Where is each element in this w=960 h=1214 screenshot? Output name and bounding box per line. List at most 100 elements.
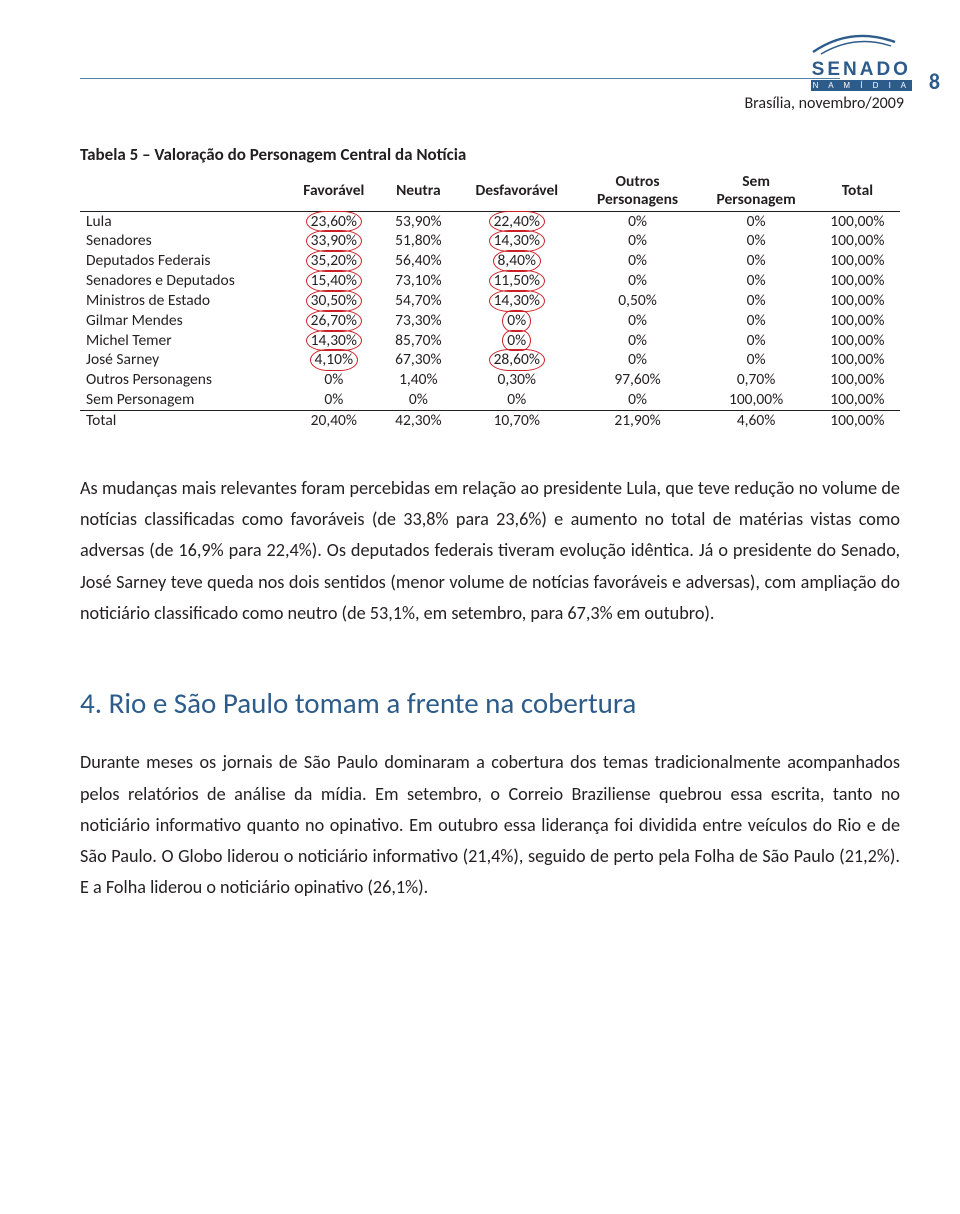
column-header: OutrosPersonagens: [578, 171, 698, 211]
table-row: Total20,40%42,30%10,70%21,90%4,60%100,00…: [80, 410, 900, 430]
circled-value: 15,40%: [311, 271, 357, 291]
circled-value: 30,50%: [311, 291, 357, 311]
row-label: Senadores: [80, 231, 287, 251]
paragraph-1-block: As mudanças mais relevantes foram perceb…: [80, 473, 900, 629]
row-label: Deputados Federais: [80, 251, 287, 271]
senado-logo: SENADO N A M Í D I A: [811, 32, 912, 91]
table-cell: 0%: [578, 331, 698, 351]
circled-value: 33,90%: [311, 231, 357, 251]
paragraph-2-block: Durante meses os jornais de São Paulo do…: [80, 747, 900, 903]
table-cell: 100,00%: [815, 271, 900, 291]
valuation-table: FavorávelNeutraDesfavorávelOutrosPersona…: [80, 171, 900, 431]
table-cell: 0%: [456, 311, 578, 331]
table-cell: 0%: [578, 390, 698, 410]
table-row: José Sarney4,10%67,30%28,60%0%0%100,00%: [80, 350, 900, 370]
table-cell: 30,50%: [287, 291, 381, 311]
table-row: Outros Personagens0%1,40%0,30%97,60%0,70…: [80, 370, 900, 390]
table-cell: 67,30%: [381, 350, 456, 370]
table-cell: 0%: [578, 251, 698, 271]
table-cell: 0%: [697, 271, 814, 291]
circled-value: 22,40%: [494, 212, 540, 232]
table-cell: 100,00%: [815, 331, 900, 351]
circled-value: 35,20%: [311, 251, 357, 271]
table-cell: 100,00%: [815, 291, 900, 311]
row-label: Lula: [80, 211, 287, 231]
circled-value: 14,30%: [311, 331, 357, 351]
circled-value: 0%: [507, 311, 526, 331]
table-cell: 0%: [578, 211, 698, 231]
table-row: Ministros de Estado30,50%54,70%14,30%0,5…: [80, 291, 900, 311]
header-rule: [80, 78, 840, 79]
column-header: Total: [815, 171, 900, 211]
column-header: SemPersonagem: [697, 171, 814, 211]
row-label: Michel Temer: [80, 331, 287, 351]
table-cell: 10,70%: [456, 410, 578, 430]
table-cell: 0%: [578, 271, 698, 291]
column-header: Neutra: [381, 171, 456, 211]
table-cell: 28,60%: [456, 350, 578, 370]
table-cell: 0%: [578, 311, 698, 331]
table-cell: 85,70%: [381, 331, 456, 351]
table-cell: 11,50%: [456, 271, 578, 291]
row-label: Total: [80, 410, 287, 430]
circled-value: 26,70%: [311, 311, 357, 331]
table-cell: 0%: [456, 390, 578, 410]
table-cell: 100,00%: [815, 350, 900, 370]
table-cell: 100,00%: [815, 211, 900, 231]
table-cell: 100,00%: [815, 231, 900, 251]
row-label: Outros Personagens: [80, 370, 287, 390]
table-cell: 23,60%: [287, 211, 381, 231]
table-cell: 14,30%: [287, 331, 381, 351]
table-cell: 1,40%: [381, 370, 456, 390]
table-cell: 21,90%: [578, 410, 698, 430]
table-row: Sem Personagem0%0%0%0%100,00%100,00%: [80, 390, 900, 410]
table-cell: 15,40%: [287, 271, 381, 291]
table-cell: 0%: [578, 231, 698, 251]
table-cell: 0%: [697, 211, 814, 231]
logo-swoosh-icon: [811, 32, 897, 58]
table-cell: 14,30%: [456, 291, 578, 311]
circled-value: 14,30%: [494, 291, 540, 311]
table-row: Gilmar Mendes26,70%73,30%0%0%0%100,00%: [80, 311, 900, 331]
circled-value: 4,10%: [315, 350, 354, 370]
section-heading: 4. Rio e São Paulo tomam a frente na cob…: [80, 685, 900, 721]
table-cell: 56,40%: [381, 251, 456, 271]
table-row: Lula23,60%53,90%22,40%0%0%100,00%: [80, 211, 900, 231]
table-cell: 100,00%: [697, 390, 814, 410]
table-cell: 35,20%: [287, 251, 381, 271]
date-line: Brasília, novembro/2009: [744, 94, 904, 113]
row-label: Gilmar Mendes: [80, 311, 287, 331]
table-cell: 100,00%: [815, 251, 900, 271]
circled-value: 8,40%: [498, 251, 537, 271]
circled-value: 23,60%: [311, 212, 357, 232]
table-cell: 14,30%: [456, 231, 578, 251]
table-cell: 0%: [578, 350, 698, 370]
table-cell: 22,40%: [456, 211, 578, 231]
table-cell: 26,70%: [287, 311, 381, 331]
row-label: José Sarney: [80, 350, 287, 370]
table-row: Michel Temer14,30%85,70%0%0%0%100,00%: [80, 331, 900, 351]
table-cell: 100,00%: [815, 410, 900, 430]
table-cell: 73,30%: [381, 311, 456, 331]
circled-value: 28,60%: [494, 350, 540, 370]
circled-value: 11,50%: [494, 271, 540, 291]
circled-value: 14,30%: [494, 231, 540, 251]
table-cell: 0%: [697, 311, 814, 331]
column-header: [80, 171, 287, 211]
table-cell: 0%: [456, 331, 578, 351]
table-cell: 42,30%: [381, 410, 456, 430]
table-cell: 100,00%: [815, 390, 900, 410]
table-cell: 0%: [697, 350, 814, 370]
table-row: Senadores33,90%51,80%14,30%0%0%100,00%: [80, 231, 900, 251]
row-label: Ministros de Estado: [80, 291, 287, 311]
paragraph-2: Durante meses os jornais de São Paulo do…: [80, 747, 900, 903]
table-cell: 97,60%: [578, 370, 698, 390]
table-cell: 8,40%: [456, 251, 578, 271]
row-label: Senadores e Deputados: [80, 271, 287, 291]
table-cell: 0%: [287, 370, 381, 390]
logo-subtext: N A M Í D I A: [811, 80, 912, 91]
column-header: Desfavorável: [456, 171, 578, 211]
page-number: 8: [929, 68, 940, 95]
table-cell: 0,50%: [578, 291, 698, 311]
table-cell: 0,30%: [456, 370, 578, 390]
